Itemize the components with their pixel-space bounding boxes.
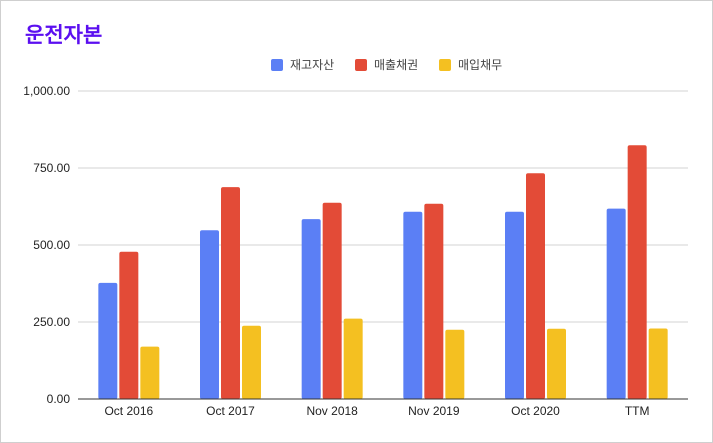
legend-label: 매출채권 bbox=[374, 58, 418, 72]
legend-label: 재고자산 bbox=[290, 58, 334, 72]
y-tick-label: 750.00 bbox=[33, 161, 70, 175]
x-tick-label: Nov 2018 bbox=[306, 404, 358, 418]
legend-label: 매입채무 bbox=[458, 58, 502, 72]
bar bbox=[343, 318, 363, 399]
chart-title: 운전자본 bbox=[25, 23, 103, 47]
bar bbox=[403, 211, 423, 399]
bar bbox=[547, 328, 566, 399]
bar bbox=[301, 219, 321, 399]
x-tick-label: Oct 2020 bbox=[511, 404, 560, 418]
bar bbox=[98, 282, 118, 399]
bar bbox=[221, 187, 240, 399]
x-tick-label: Oct 2016 bbox=[104, 404, 153, 418]
legend-swatch bbox=[355, 59, 367, 71]
bar bbox=[505, 211, 524, 399]
bar bbox=[140, 346, 160, 399]
bar bbox=[322, 202, 342, 399]
y-tick-label: 250.00 bbox=[33, 315, 70, 329]
x-tick-label: Nov 2019 bbox=[408, 404, 460, 418]
y-tick-label: 1,000.00 bbox=[23, 84, 70, 98]
bar bbox=[627, 145, 647, 399]
y-tick-label: 0.00 bbox=[47, 392, 71, 406]
bar bbox=[648, 328, 668, 399]
bar bbox=[119, 251, 139, 399]
bar bbox=[606, 208, 626, 399]
y-tick-label: 500.00 bbox=[33, 238, 70, 252]
bar bbox=[424, 203, 444, 399]
bar bbox=[445, 329, 465, 399]
bar bbox=[200, 230, 219, 399]
legend-swatch bbox=[439, 59, 451, 71]
x-tick-label: TTM bbox=[625, 404, 650, 418]
x-tick-label: Oct 2017 bbox=[206, 404, 255, 418]
legend-swatch bbox=[271, 59, 283, 71]
bar bbox=[242, 325, 261, 399]
bar bbox=[526, 173, 545, 399]
